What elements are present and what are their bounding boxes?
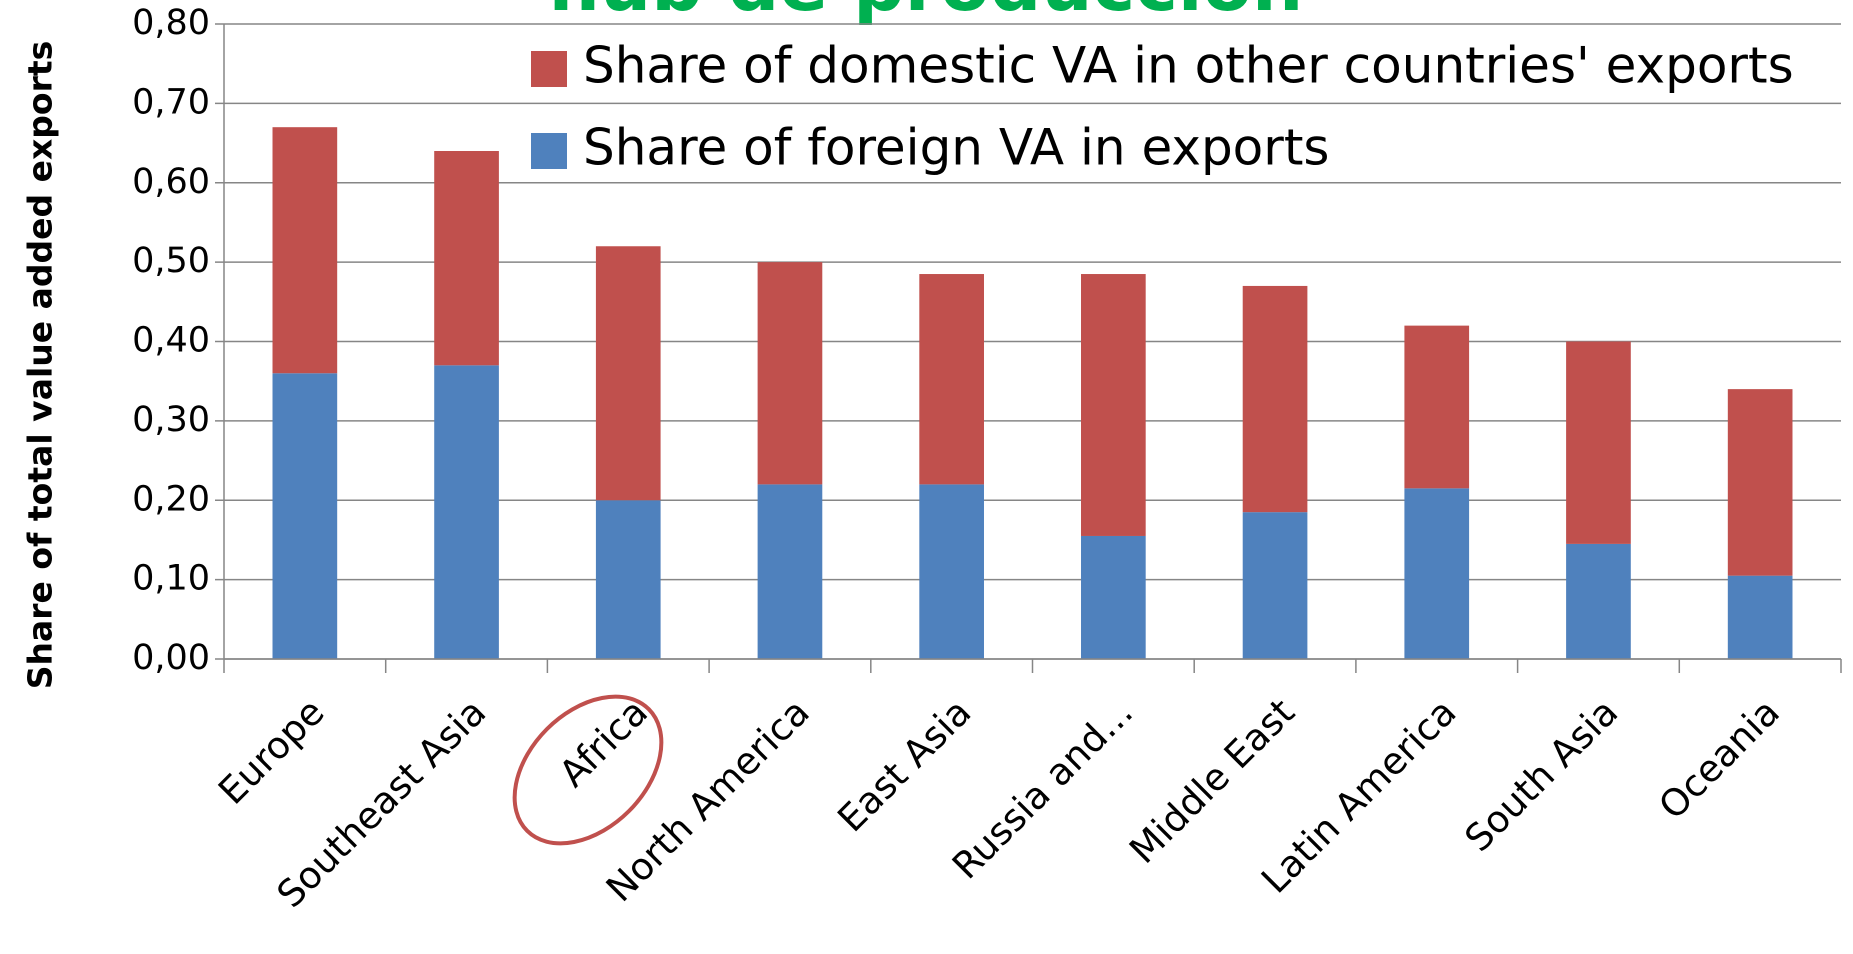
bar-segment xyxy=(272,373,338,659)
x-tick-label: Europe xyxy=(210,690,332,812)
legend-swatch xyxy=(531,51,567,87)
bar-segment xyxy=(757,484,823,659)
bar-segment xyxy=(1727,389,1793,576)
x-tick-label: South Asia xyxy=(1457,690,1627,860)
x-tick-label: East Asia xyxy=(829,690,979,840)
bar-segment xyxy=(1404,325,1470,489)
chart-title: hub de producción xyxy=(549,0,1304,27)
bar-segment xyxy=(1404,488,1470,659)
bar-segment xyxy=(434,151,499,366)
bar-segment xyxy=(919,484,984,659)
y-tick-label: 0,10 xyxy=(132,559,210,599)
y-axis-label: Share of total value added exports xyxy=(21,41,60,690)
bar-segment xyxy=(272,127,338,374)
legend-swatch xyxy=(531,133,567,169)
bar-segment xyxy=(595,246,661,501)
bar-segment xyxy=(595,500,661,659)
bar-segment xyxy=(1727,575,1793,659)
y-tick-label: 0,00 xyxy=(132,638,210,678)
bar-segment xyxy=(434,365,499,659)
bar-segment xyxy=(1081,535,1146,659)
y-tick-label: 0,70 xyxy=(132,82,210,122)
bar-segment xyxy=(757,262,823,485)
y-tick-label: 0,80 xyxy=(132,3,210,43)
x-tick-label: Oceania xyxy=(1651,690,1788,827)
y-tick-label: 0,40 xyxy=(132,321,210,361)
bar-segment xyxy=(1242,512,1308,659)
y-tick-label: 0,50 xyxy=(132,241,210,281)
legend-label: Share of foreign VA in exports xyxy=(583,119,1329,177)
bar-segment xyxy=(919,274,984,485)
highlight-ellipse xyxy=(512,694,664,846)
bar-segment xyxy=(1566,543,1631,659)
bar-segment xyxy=(1566,341,1631,544)
legend-label: Share of domestic VA in other countries'… xyxy=(583,37,1794,95)
y-tick-label: 0,30 xyxy=(132,400,210,440)
x-tick-label: Middle East xyxy=(1121,690,1303,872)
bar-segment xyxy=(1081,274,1146,536)
bar-segment xyxy=(1242,285,1308,513)
y-tick-label: 0,20 xyxy=(132,479,210,519)
y-tick-label: 0,60 xyxy=(132,162,210,202)
x-tick-label: Africa xyxy=(551,690,656,795)
